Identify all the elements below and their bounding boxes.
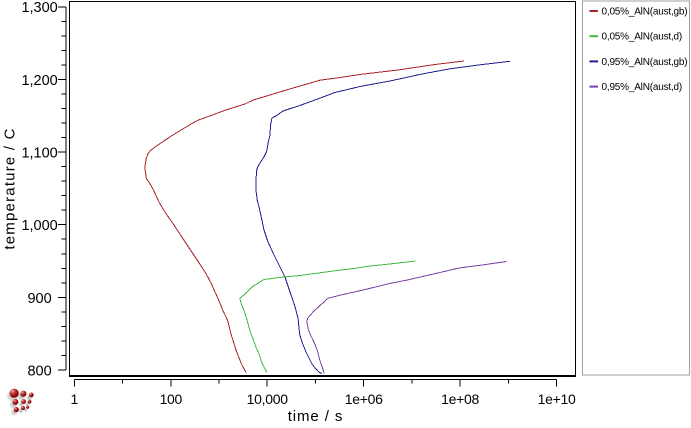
- svg-text:10,000: 10,000: [247, 391, 289, 407]
- svg-text:1e+06: 1e+06: [345, 391, 383, 407]
- svg-text:1,100: 1,100: [21, 146, 57, 162]
- svg-text:1: 1: [71, 391, 79, 407]
- svg-text:1,300: 1,300: [21, 0, 57, 16]
- svg-text:1,000: 1,000: [21, 218, 57, 234]
- svg-text:900: 900: [27, 291, 51, 307]
- svg-text:800: 800: [27, 364, 51, 380]
- svg-text:0,95%_AlN(aust,d): 0,95%_AlN(aust,d): [602, 82, 683, 93]
- svg-text:0,05%_AlN(aust,gb): 0,05%_AlN(aust,gb): [602, 7, 688, 18]
- svg-text:100: 100: [160, 391, 183, 407]
- svg-text:1e+10: 1e+10: [538, 391, 576, 407]
- svg-text:1,200: 1,200: [21, 73, 57, 89]
- svg-text:0,95%_AlN(aust,gb): 0,95%_AlN(aust,gb): [602, 57, 688, 68]
- svg-text:1e+08: 1e+08: [441, 391, 479, 407]
- svg-text:time / s: time / s: [288, 408, 344, 423]
- svg-text:temperature / C: temperature / C: [2, 127, 19, 249]
- svg-text:0,05%_AlN(aust,d): 0,05%_AlN(aust,d): [602, 32, 683, 43]
